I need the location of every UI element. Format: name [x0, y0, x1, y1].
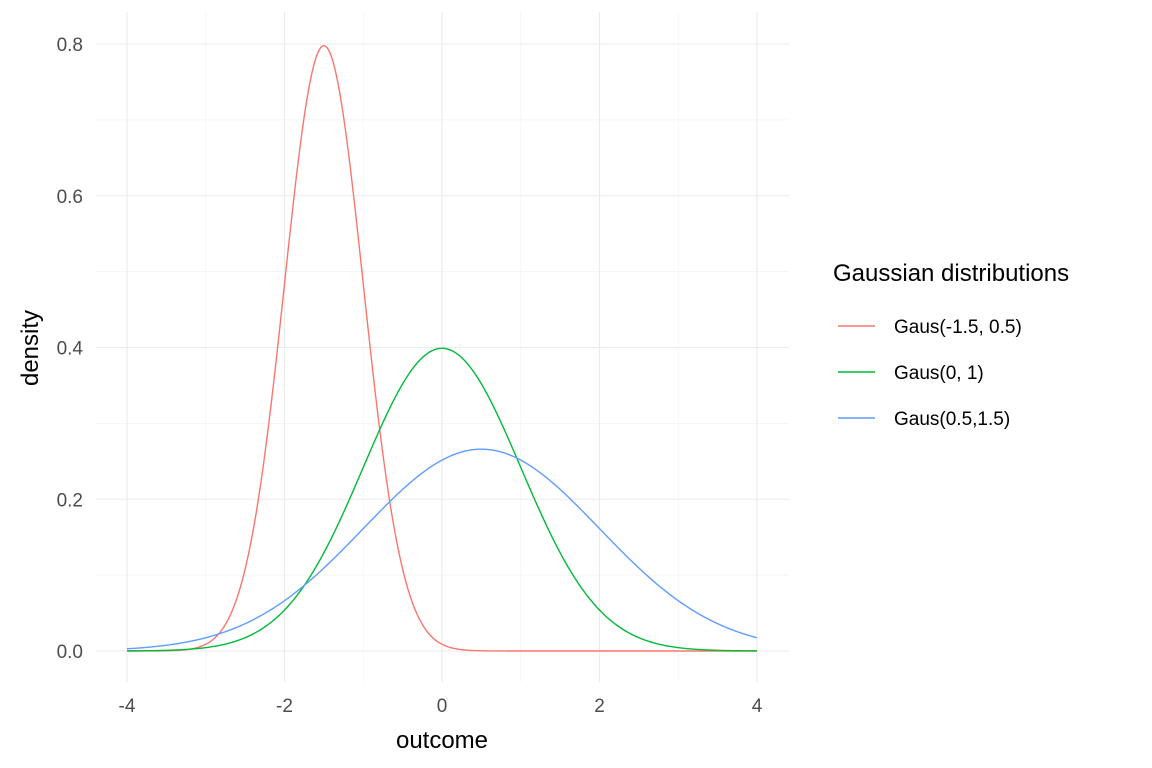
legend-label: Gaus(0, 1) [894, 363, 984, 384]
y-tick-label: 0.4 [57, 339, 84, 360]
y-tick-label: 0.0 [57, 642, 83, 663]
legend: Gaussian distributions Gaus(-1.5, 0.5) Ga… [833, 260, 1069, 430]
legend-item: Gaus(0, 1) [838, 363, 984, 384]
series-line-gaus-0-5-1-5 [126, 448, 758, 650]
grid [96, 12, 789, 682]
x-tick-label: 0 [437, 696, 448, 717]
legend-item: Gaus(-1.5, 0.5) [838, 317, 1022, 338]
legend-label: Gaus(-1.5, 0.5) [894, 317, 1022, 338]
y-axis-tick-labels: 0.0 0.2 0.4 0.6 0.8 [57, 35, 84, 663]
x-tick-label: 2 [594, 696, 605, 717]
x-tick-label: 4 [752, 696, 763, 717]
y-tick-label: 0.6 [57, 187, 83, 208]
series-line-gaus-0-1 [126, 347, 758, 652]
x-tick-label: -2 [276, 696, 293, 717]
legend-item: Gaus(0.5,1.5) [838, 409, 1010, 430]
series-line-gaus-1-5-0-5 [127, 44, 757, 652]
x-tick-label: -4 [119, 696, 136, 717]
x-axis-tick-labels: -4 -2 0 2 4 [119, 696, 763, 717]
y-axis-title: density [17, 310, 44, 386]
legend-label: Gaus(0.5,1.5) [894, 409, 1010, 430]
x-axis-title: outcome [396, 727, 488, 754]
y-tick-label: 0.8 [57, 35, 83, 56]
y-tick-label: 0.2 [57, 490, 83, 511]
legend-title: Gaussian distributions [833, 260, 1069, 287]
series-lines [126, 44, 758, 652]
